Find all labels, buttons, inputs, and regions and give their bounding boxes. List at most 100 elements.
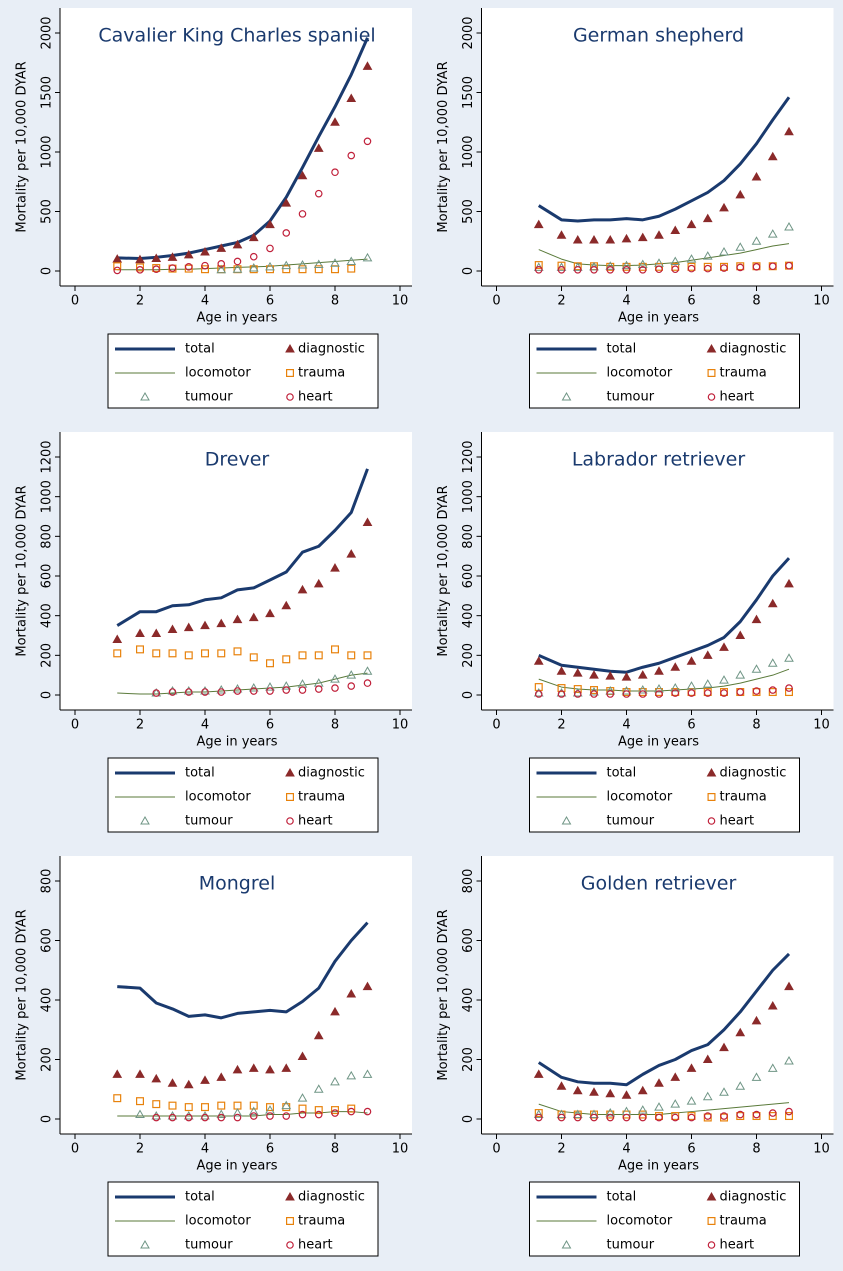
x-tick-label: 6 [266,718,274,733]
data-point [298,210,307,218]
data-point [184,651,193,660]
y-tick-label: 200 [40,643,55,668]
data-point [606,262,615,271]
y-tick-label: 0 [461,267,476,275]
data-point [200,686,210,695]
y-axis-title: Mortality per 10,000 DYAR [15,61,30,232]
legend-swatch [707,1241,716,1249]
legend-label: diagnostic [720,342,787,357]
y-tick-label: 500 [461,199,476,224]
data-point [720,264,728,272]
data-point [606,690,615,698]
data-point [167,686,178,695]
y-tick-label: 1000 [40,135,55,168]
data-point [670,683,681,692]
data-point [232,264,243,273]
y-tick-label: 0 [461,691,476,699]
legend-swatch [140,1239,150,1249]
data-point [557,266,566,274]
legend-label: locomotor [607,790,673,805]
data-point [719,675,729,684]
legend-swatch [561,815,572,825]
x-tick-label: 6 [687,1142,695,1157]
data-point [136,1097,145,1106]
data-point [784,578,794,588]
data-point [183,1079,194,1089]
data-point [784,653,794,662]
data-point [622,1113,631,1122]
data-point [282,686,291,694]
data-point [151,628,162,638]
data-point [314,265,323,274]
series-line [538,668,790,692]
data-point [331,1106,340,1115]
data-point [265,219,275,229]
data-point [201,688,209,696]
data-point [347,1104,356,1113]
data-point [314,1110,323,1119]
legend-swatch [286,369,295,378]
x-tick-label: 6 [687,718,695,733]
x-tick-label: 8 [752,718,760,733]
data-point [572,688,583,697]
plot-area [60,432,412,710]
data-point [201,261,209,270]
data-point [331,168,339,177]
data-point [767,658,778,667]
data-point [654,666,664,675]
data-point [217,688,226,696]
data-point [573,685,582,694]
series-line [117,921,369,1020]
data-point [605,235,616,244]
series-line [117,672,368,695]
legend-swatch [706,767,717,777]
legend-label: trauma [720,366,767,381]
data-point [265,608,275,618]
y-tick-label: 200 [461,643,476,668]
data-point [135,628,145,638]
legend-box [529,333,800,409]
plot-area [481,856,834,1134]
data-point [346,989,357,998]
y-tick-label: 1000 [461,135,476,168]
data-point [297,170,308,180]
data-point [298,265,307,274]
y-tick-label: 800 [40,524,55,549]
data-point [654,684,664,693]
data-point [687,262,696,271]
data-point [346,256,357,265]
data-point [112,634,123,643]
data-point [573,690,582,698]
data-point [363,679,372,687]
data-point [135,1069,145,1078]
y-tick-label: 400 [461,603,476,628]
data-point [201,649,210,658]
data-point [534,266,543,274]
legend-swatch [286,393,294,401]
x-tick-label: 2 [136,718,144,733]
data-point [751,171,762,181]
data-point [298,1104,307,1113]
data-point [313,1030,324,1040]
data-point [703,689,712,697]
data-point [281,198,292,207]
data-point [330,1006,340,1016]
data-point [200,1075,210,1084]
data-point [768,262,777,271]
data-point [533,1109,544,1119]
x-tick-label: 2 [557,294,565,309]
data-point [573,266,582,274]
data-point [362,1069,373,1078]
data-point [346,1070,357,1080]
legend-label: tumour [185,814,233,829]
data-point [686,1063,697,1072]
legend-label: diagnostic [298,1190,365,1205]
data-point [297,584,308,594]
data-point [152,1100,161,1109]
data-point [347,264,356,273]
data-point [736,263,745,272]
data-point [184,1103,193,1112]
data-point [735,189,746,199]
x-tick-label: 0 [71,718,79,733]
